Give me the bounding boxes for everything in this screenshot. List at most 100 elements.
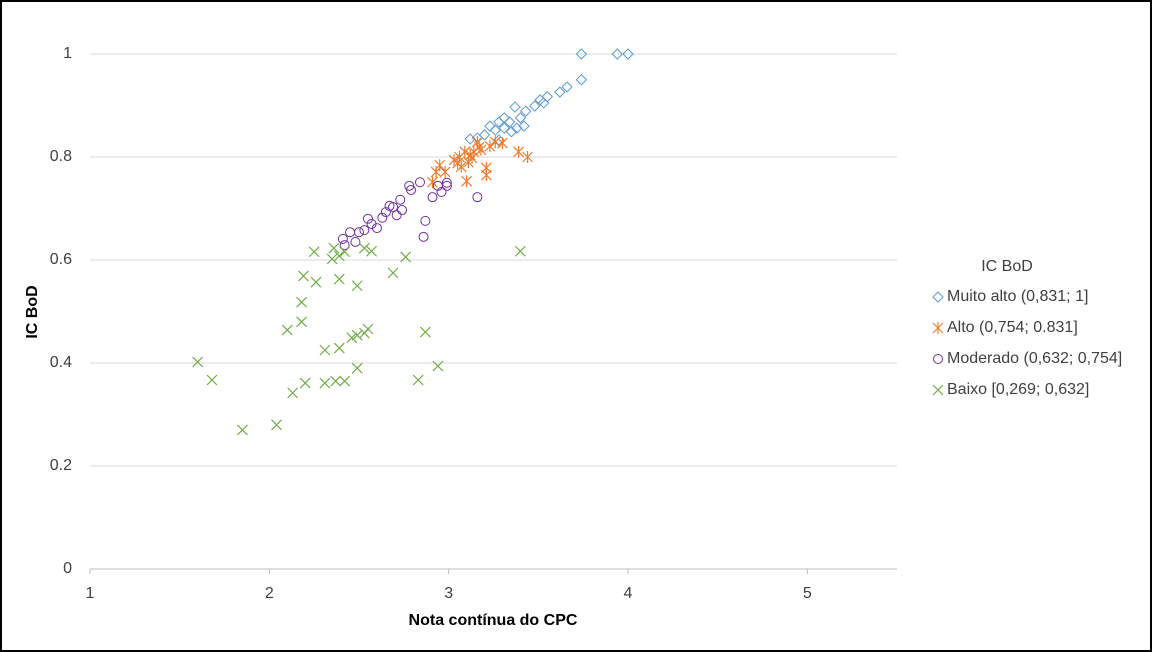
point [419,326,431,338]
point [333,273,345,285]
point [412,374,424,386]
y-tick-label: 0.4 [50,354,72,371]
y-axis-title: IC BoD [24,285,41,338]
point [387,267,399,279]
point [464,133,476,145]
point [514,245,526,257]
point [333,342,345,354]
point [391,210,402,221]
point [351,362,363,374]
point [475,143,487,156]
point [498,122,510,134]
point [534,94,546,106]
point [206,374,218,386]
point [400,251,412,263]
point [514,112,527,124]
legend-label: Baixo [0,269; 0,632] [947,381,1089,398]
x-tick-label: 3 [444,585,453,602]
point [339,375,351,387]
x-axis-title: Nota contínua do CPC [409,612,578,629]
point [358,242,370,254]
legend-label: Moderado (0,632; 0,754] [947,350,1122,367]
point [430,165,442,178]
point [319,377,331,389]
point [330,375,342,387]
point [308,246,320,258]
point [362,213,373,224]
point [513,145,525,158]
point [480,169,492,182]
legend-marker [932,322,944,334]
point [297,270,309,282]
point [522,151,533,163]
point [611,48,623,60]
point [511,122,523,134]
point [484,120,496,132]
point [366,245,377,257]
point [554,86,566,98]
point [281,324,293,336]
point [337,233,348,244]
point [362,323,374,335]
point [459,145,471,158]
point [441,180,452,191]
point [520,105,532,117]
legend-label: Alto (0,754; 0.831] [947,319,1078,336]
point [339,240,350,251]
y-tick-label: 0.6 [50,251,72,268]
point [351,329,363,341]
point [509,101,521,113]
y-tick-label: 1 [63,45,72,62]
point [328,242,340,254]
point [296,316,308,328]
legend-marker [932,384,944,396]
point [345,227,356,238]
point [472,192,483,203]
point [333,250,345,262]
point [529,100,541,112]
point [388,201,399,212]
point [310,276,322,288]
x-tick-label: 2 [265,585,274,602]
point [319,344,331,356]
point [380,207,391,218]
point [418,231,429,242]
point [350,236,361,247]
y-tick-label: 0 [63,560,72,577]
point [622,48,634,60]
legend-title: IC BoD [981,258,1033,275]
point [498,112,510,124]
y-tick-label: 0.2 [50,457,72,474]
point [461,175,473,188]
point [455,160,467,173]
point [478,129,491,141]
y-tick-label: 0.8 [50,148,72,165]
x-tick-label: 1 [86,585,95,602]
point [299,377,311,389]
point [505,126,518,138]
point [192,356,204,368]
x-tick-label: 5 [803,585,812,602]
point [296,296,308,308]
point [371,223,382,234]
x-tick-label: 4 [624,585,633,602]
point [432,360,444,372]
point [420,215,431,226]
point [575,74,588,86]
point [406,184,417,195]
point [439,165,451,178]
point [359,225,370,236]
legend-label: Muito alto (0,831; 1] [947,288,1088,305]
point [377,212,388,223]
point [518,120,530,132]
point [339,246,351,258]
point [561,81,573,93]
point [414,177,425,188]
point [427,192,438,203]
point [462,156,474,169]
point [237,424,248,436]
point [575,48,588,60]
legend-marker [933,354,943,364]
